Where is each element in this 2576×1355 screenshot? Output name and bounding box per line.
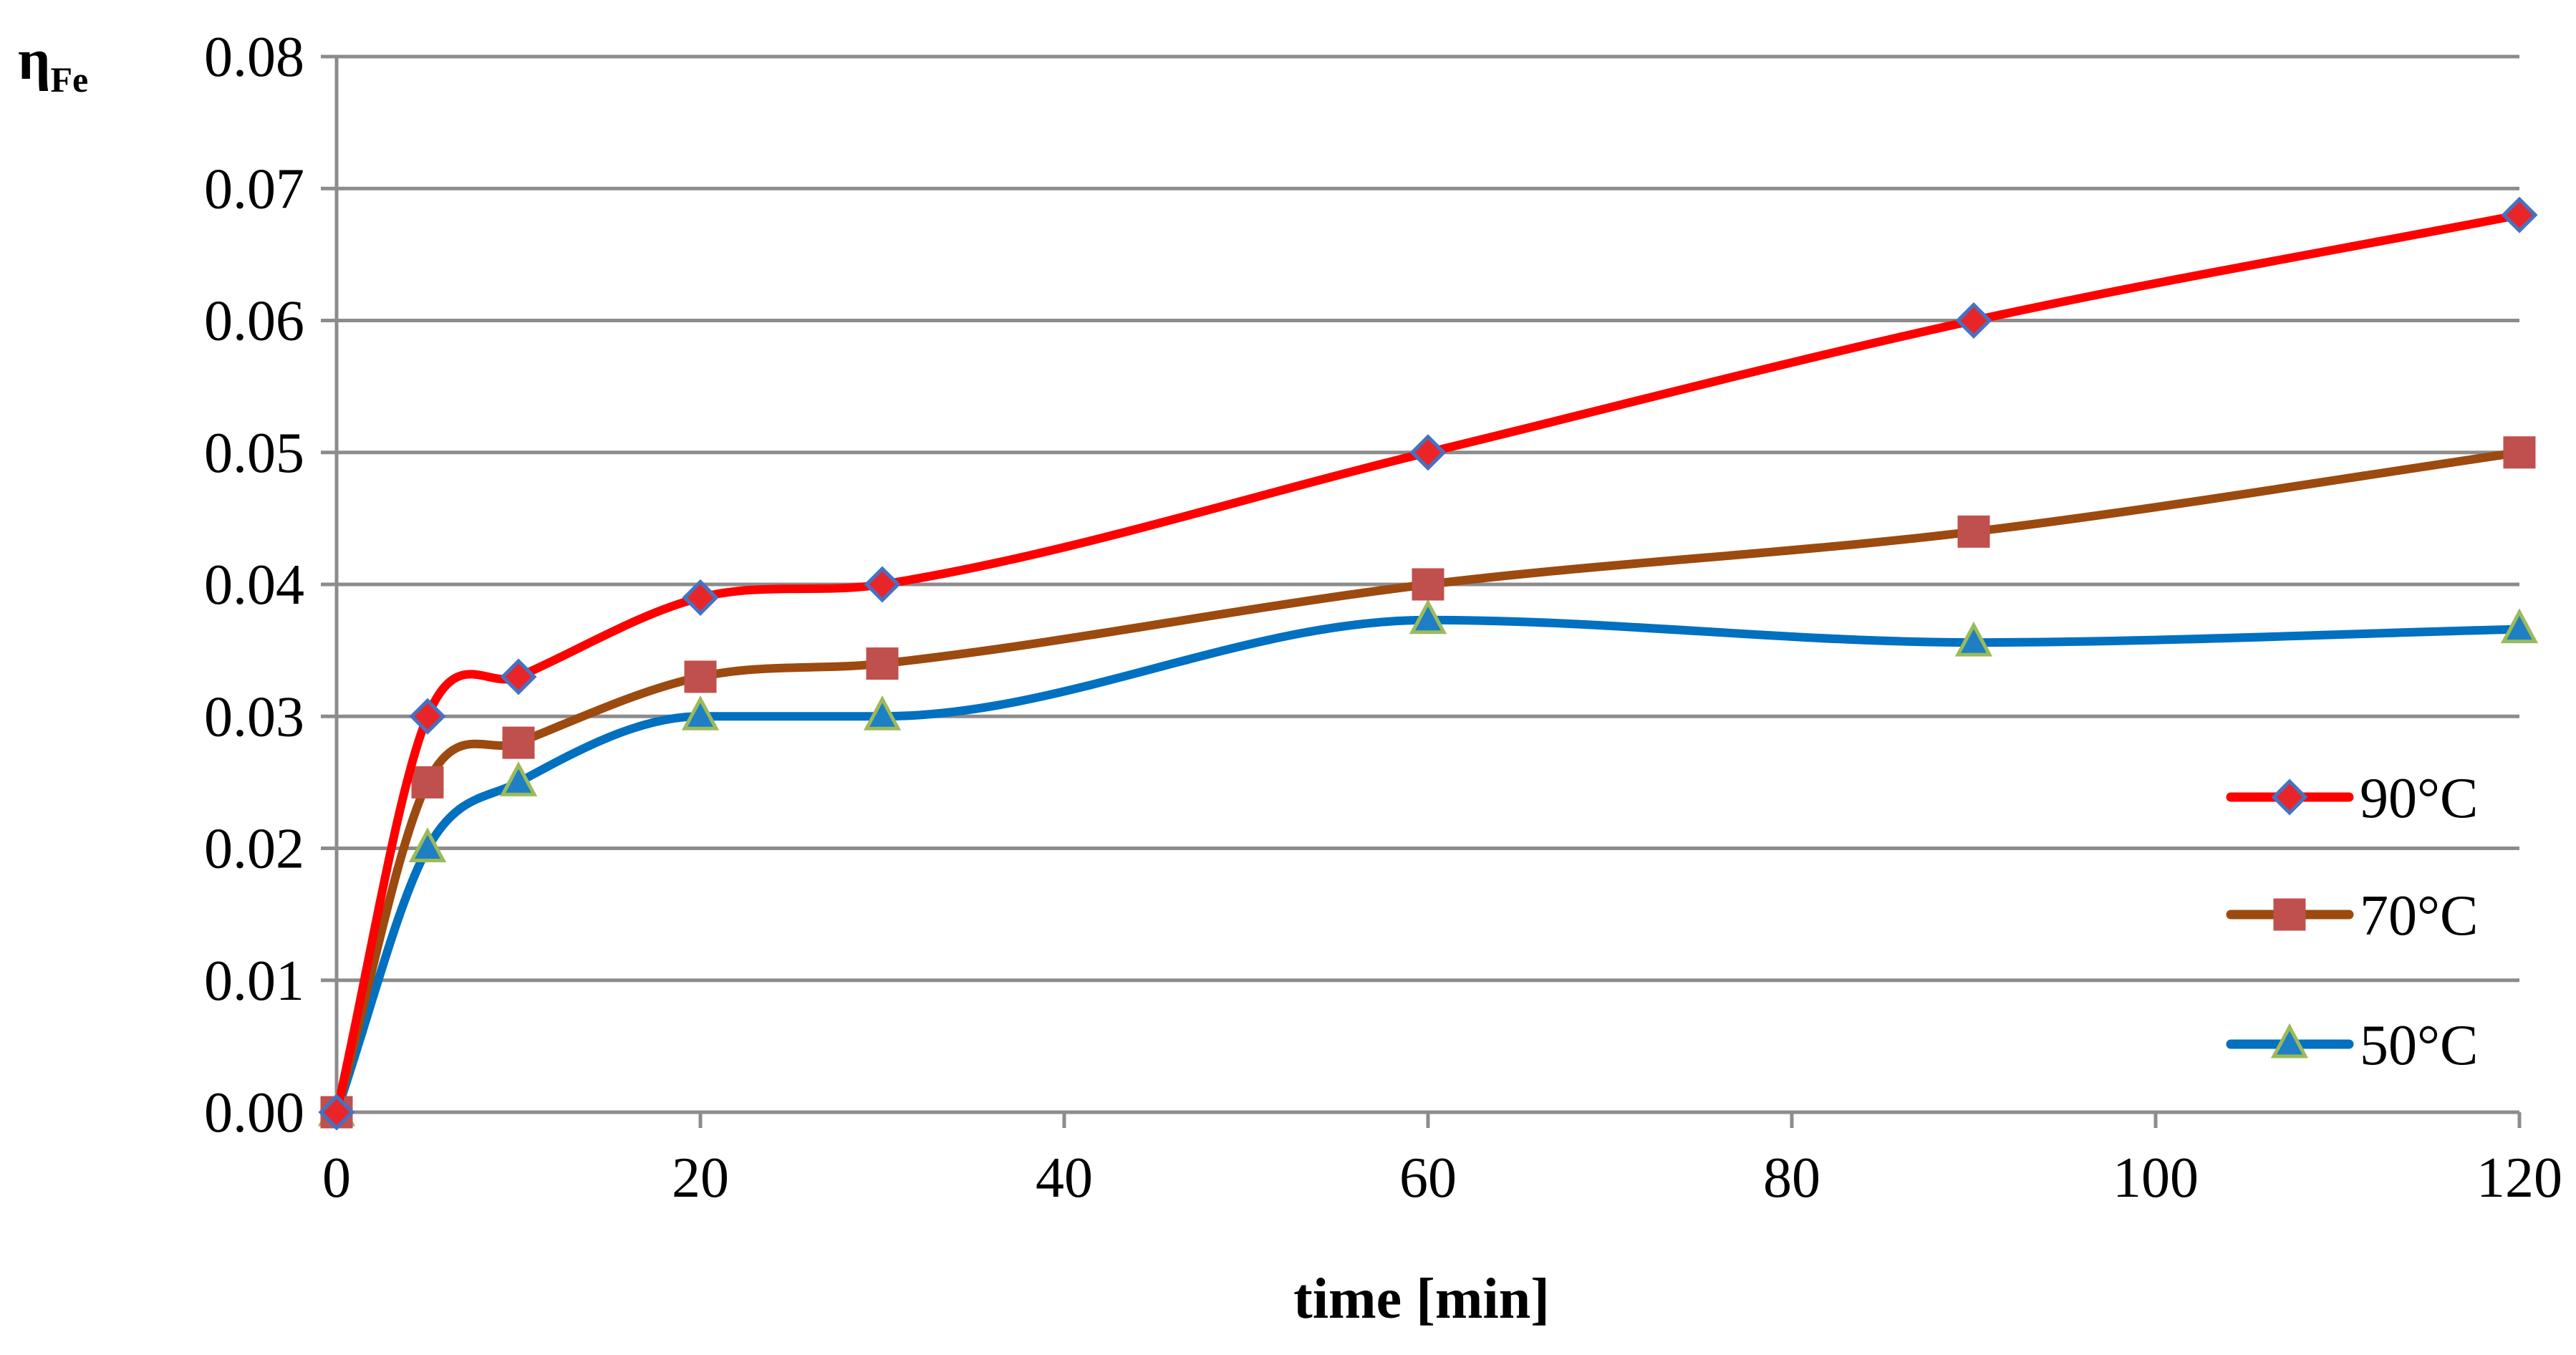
data-point: [408, 827, 447, 862]
x-tick-label: 0: [322, 1147, 351, 1210]
series-line: [332, 615, 2520, 1114]
legend-marker: [2273, 898, 2306, 931]
data-point: [1954, 621, 1993, 657]
legend-label: 50°C: [2360, 1014, 2478, 1077]
data-series: [317, 196, 2539, 1131]
x-tick-label: 60: [1399, 1147, 1457, 1210]
legend-label: 90°C: [2360, 767, 2478, 830]
y-tick-label: 0.03: [204, 685, 304, 748]
series-square: [320, 436, 2536, 1129]
y-tick-labels: 0.00 0.01 0.02 0.03 0.04 0.05 0.06 0.07 0.08: [204, 26, 304, 1144]
axes: [334, 57, 2522, 1128]
data-point: [499, 761, 538, 796]
legend-label: 70°C: [2360, 884, 2478, 947]
data-point: [866, 647, 899, 680]
y-tick-label: 0.08: [204, 26, 304, 89]
data-point: [411, 766, 444, 799]
legend: 90°C 70°C 50°C: [2226, 767, 2478, 1077]
data-point: [2501, 196, 2538, 233]
y-tick-label: 0.04: [204, 554, 304, 617]
y-axis-title: ηFe: [18, 29, 88, 100]
series-line: [332, 211, 2521, 1114]
legend-entry: 70°C: [2226, 884, 2478, 947]
x-tick-label: 40: [1036, 1147, 1093, 1210]
legend-entry: 90°C: [2226, 767, 2478, 830]
y-tick-label: 0.02: [204, 818, 304, 881]
series-diamond: [318, 196, 2538, 1131]
data-point: [1955, 302, 1992, 339]
legend-entry: 50°C: [2226, 1014, 2478, 1077]
data-point: [2503, 436, 2536, 469]
data-point: [863, 695, 902, 730]
y-axis-symbol: η: [18, 29, 50, 92]
y-tick-label: 0.06: [204, 290, 304, 353]
data-point: [864, 566, 901, 603]
data-point: [682, 579, 719, 616]
data-point: [1412, 568, 1444, 601]
x-tick-label: 20: [672, 1147, 729, 1210]
data-point: [1957, 515, 1990, 548]
x-tick-label: 80: [1763, 1147, 1820, 1210]
data-point: [502, 726, 535, 759]
data-point: [2500, 608, 2539, 644]
data-point: [684, 660, 717, 693]
legend-marker: [2271, 778, 2308, 816]
x-tick-label: 100: [2113, 1147, 2199, 1210]
data-point: [409, 698, 446, 735]
y-tick-label: 0.07: [204, 158, 304, 221]
data-point: [681, 695, 720, 730]
y-tick-label: 0.01: [204, 950, 304, 1013]
x-tick-label: 120: [2476, 1147, 2562, 1210]
series-triangle: [317, 599, 2539, 1127]
data-point: [1409, 434, 1447, 471]
y-tick-label: 0.00: [204, 1081, 304, 1144]
y-axis-subscript: Fe: [50, 59, 88, 100]
data-point: [318, 1094, 355, 1131]
legend-marker: [2270, 1023, 2309, 1059]
x-tick-labels: 0 20 40 60 80 100 120: [322, 1147, 2562, 1210]
y-tick-label: 0.05: [204, 422, 304, 485]
data-point: [500, 658, 537, 695]
series-line: [332, 448, 2520, 1114]
data-point: [1409, 599, 1447, 635]
x-axis-title: time [min]: [1293, 1268, 1550, 1331]
